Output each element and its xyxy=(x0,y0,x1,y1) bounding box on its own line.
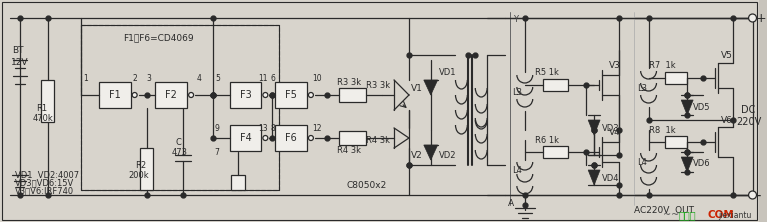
Bar xyxy=(275,125,307,151)
Text: Y: Y xyxy=(513,16,518,24)
Bar xyxy=(231,175,245,190)
Text: 11: 11 xyxy=(258,73,268,83)
Text: R4 3k: R4 3k xyxy=(367,135,390,145)
Bar xyxy=(99,82,130,108)
Text: 220V: 220V xyxy=(736,117,762,127)
Text: 7: 7 xyxy=(215,147,219,157)
Text: R3 3k: R3 3k xyxy=(367,81,390,89)
Bar xyxy=(339,131,367,145)
Text: 1: 1 xyxy=(83,73,87,83)
Text: 13: 13 xyxy=(258,123,268,133)
Polygon shape xyxy=(588,170,600,185)
Text: R5 1k: R5 1k xyxy=(535,67,558,77)
Text: ~~: ~~ xyxy=(663,210,680,220)
Text: jiexiantu: jiexiantu xyxy=(718,210,751,220)
Circle shape xyxy=(308,93,314,97)
Text: VD5: VD5 xyxy=(693,103,711,111)
Text: VD3: VD3 xyxy=(602,123,620,133)
Text: 473: 473 xyxy=(171,147,187,157)
Polygon shape xyxy=(424,145,438,160)
Text: 2: 2 xyxy=(132,73,137,83)
Text: COM: COM xyxy=(708,210,735,220)
Circle shape xyxy=(263,135,268,141)
Text: BT: BT xyxy=(12,46,23,54)
Text: 3: 3 xyxy=(146,73,151,83)
Text: V1: V1 xyxy=(411,83,423,93)
Circle shape xyxy=(189,93,193,97)
Text: F6: F6 xyxy=(285,133,297,143)
Text: 470k: 470k xyxy=(33,113,54,123)
Polygon shape xyxy=(681,100,693,115)
Text: F1～F6=CD4069: F1～F6=CD4069 xyxy=(123,34,194,42)
Text: F2: F2 xyxy=(166,90,177,100)
Bar xyxy=(140,148,153,190)
Text: AC220V  OUT: AC220V OUT xyxy=(634,206,693,214)
Bar xyxy=(230,82,262,108)
Bar xyxy=(81,25,279,190)
Text: +: + xyxy=(755,12,766,24)
Text: 12: 12 xyxy=(312,123,321,133)
Text: 8: 8 xyxy=(271,123,275,133)
Text: 5: 5 xyxy=(216,73,220,83)
Text: V2: V2 xyxy=(411,151,423,159)
Text: -: - xyxy=(755,188,761,202)
Bar xyxy=(666,136,687,148)
Circle shape xyxy=(132,93,137,97)
Text: VD6: VD6 xyxy=(693,159,711,168)
Bar xyxy=(81,25,279,190)
Text: R2: R2 xyxy=(135,161,146,170)
Text: 4: 4 xyxy=(196,73,202,83)
Text: F1: F1 xyxy=(109,90,120,100)
Bar xyxy=(275,82,307,108)
Bar xyxy=(542,146,568,158)
Text: DC: DC xyxy=(741,105,755,115)
Text: V6: V6 xyxy=(721,115,732,125)
Text: V5: V5 xyxy=(721,50,732,59)
Text: R4 3k: R4 3k xyxy=(337,145,360,155)
Text: L4: L4 xyxy=(512,165,522,174)
Bar xyxy=(666,72,687,84)
Text: 6: 6 xyxy=(271,73,275,83)
Bar xyxy=(230,125,262,151)
Text: L3: L3 xyxy=(512,87,522,97)
Text: 12V: 12V xyxy=(11,57,28,67)
Text: F4: F4 xyxy=(240,133,252,143)
Text: V3: V3 xyxy=(609,61,621,69)
Text: VD1: VD1 xyxy=(439,67,456,77)
Text: R6 1k: R6 1k xyxy=(535,135,558,145)
Text: R3 3k: R3 3k xyxy=(337,77,360,87)
Bar xyxy=(156,82,187,108)
Text: L3: L3 xyxy=(637,83,647,93)
Text: 200k: 200k xyxy=(129,170,150,180)
Text: A: A xyxy=(508,198,514,208)
Text: 接线图: 接线图 xyxy=(678,210,696,220)
Bar xyxy=(339,88,367,102)
Text: L4: L4 xyxy=(637,157,647,166)
Polygon shape xyxy=(424,80,438,95)
Text: R7  1k: R7 1k xyxy=(649,61,675,69)
Circle shape xyxy=(263,93,268,97)
Text: C8050x2: C8050x2 xyxy=(347,180,387,190)
Text: 10: 10 xyxy=(312,73,321,83)
Circle shape xyxy=(749,191,756,199)
Bar xyxy=(41,80,54,122)
Text: R8  1k: R8 1k xyxy=(649,125,675,135)
Text: R1: R1 xyxy=(35,103,47,113)
Text: F3: F3 xyxy=(240,90,252,100)
Polygon shape xyxy=(681,157,693,172)
Text: 9: 9 xyxy=(215,123,219,133)
Bar xyxy=(542,79,568,91)
Circle shape xyxy=(308,135,314,141)
Text: VD2: VD2 xyxy=(439,151,456,159)
Text: V4: V4 xyxy=(609,127,621,137)
Text: C: C xyxy=(176,137,181,147)
Text: VD3～VD6:15V: VD3～VD6:15V xyxy=(15,178,74,188)
Text: VD4: VD4 xyxy=(602,174,620,182)
Text: VD1  VD2:4007: VD1 VD2:4007 xyxy=(15,170,79,180)
Text: V3～V6:IRF740: V3～V6:IRF740 xyxy=(15,186,74,196)
Polygon shape xyxy=(588,120,600,135)
Circle shape xyxy=(749,14,756,22)
Text: F5: F5 xyxy=(285,90,297,100)
